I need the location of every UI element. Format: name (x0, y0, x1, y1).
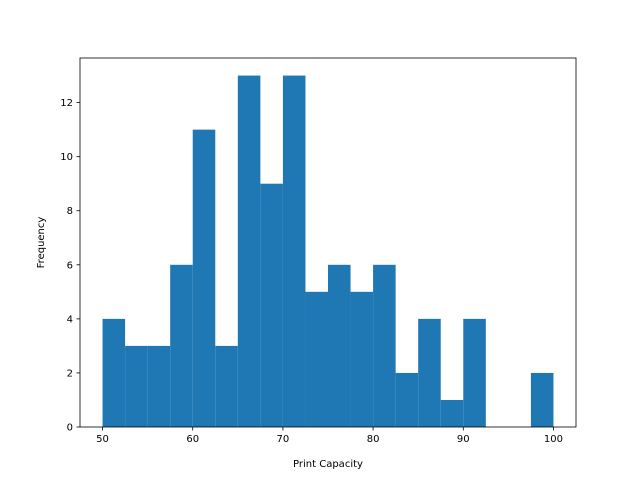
bars-group (102, 75, 554, 428)
x-axis-ticks: 50 60 70 80 90 100 (96, 427, 563, 445)
x-tick-label: 80 (367, 434, 380, 445)
plot-frame (79, 57, 577, 428)
histogram-bar (463, 318, 486, 427)
y-tick-label: 12 (60, 98, 73, 109)
x-tick-label: 100 (544, 434, 563, 445)
histogram-bar (170, 264, 193, 427)
histogram-bar (373, 264, 396, 427)
histogram-bar (237, 75, 261, 428)
y-tick-label: 10 (60, 152, 73, 163)
x-tick-label: 50 (96, 434, 109, 445)
y-tick-label: 8 (67, 206, 73, 217)
y-tick-label: 4 (67, 314, 73, 325)
histogram-bar (418, 318, 441, 427)
histogram-bar (440, 399, 464, 427)
histogram-bar (305, 291, 328, 427)
histogram-bar (102, 318, 126, 427)
x-axis-label: Print Capacity (293, 459, 363, 470)
y-tick-label: 6 (67, 260, 73, 271)
histogram-bar (260, 183, 283, 427)
x-tick-label: 70 (277, 434, 290, 445)
y-tick-label: 2 (67, 368, 73, 379)
y-tick-label: 0 (67, 423, 73, 434)
histogram-bar (395, 372, 419, 427)
histogram-bar (192, 129, 216, 427)
histogram-bar (125, 345, 148, 427)
x-tick-label: 90 (457, 434, 470, 445)
histogram-bar (147, 345, 171, 427)
histogram-bar (328, 264, 351, 427)
y-axis-ticks: 0 2 4 6 8 10 12 (60, 98, 80, 434)
y-axis-label: Frequency (36, 217, 47, 269)
histogram-bar (350, 291, 374, 427)
histogram-bar (530, 372, 554, 427)
histogram-bar (215, 345, 238, 427)
x-tick-label: 60 (186, 434, 199, 445)
histogram-bar (282, 75, 306, 428)
